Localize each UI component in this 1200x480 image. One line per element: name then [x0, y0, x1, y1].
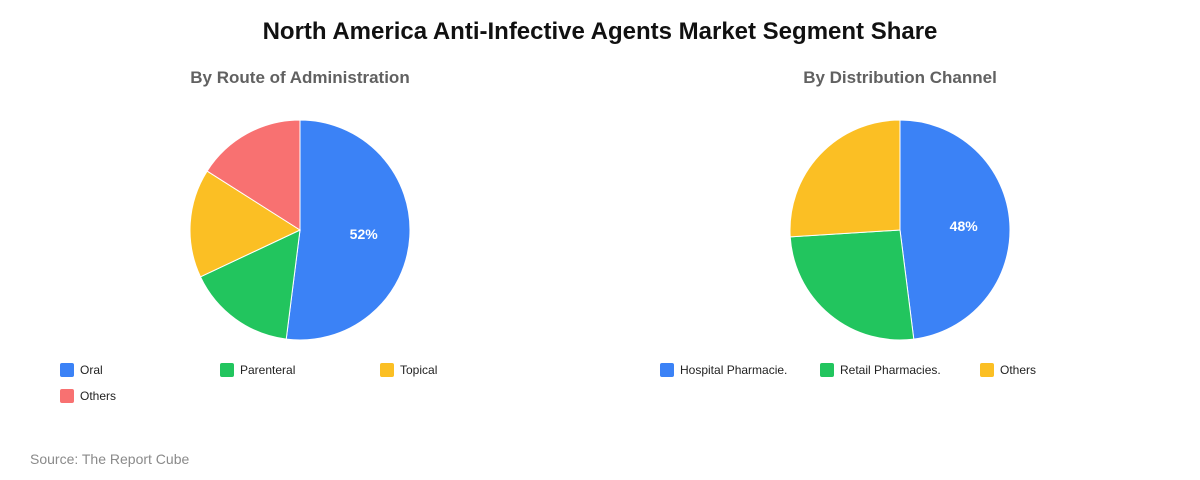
- distribution-pie: 48%: [789, 119, 1011, 341]
- legend-item-parenteral: Parenteral: [220, 362, 295, 378]
- legend-swatch: [60, 389, 74, 403]
- legend-label: Parenteral: [240, 363, 296, 377]
- pie-slice-parenteral: [199, 229, 301, 340]
- pie-slice-others: [789, 119, 901, 238]
- legend-swatch: [820, 363, 834, 377]
- slice-label-oral: 52%: [350, 226, 379, 242]
- chart-title: North America Anti-Infective Agents Mark…: [262, 18, 938, 45]
- legend-item-others: Others: [60, 388, 116, 404]
- legend-label: Retail Pharmacies.: [840, 363, 941, 377]
- source-note: Source: The Report Cube: [30, 451, 190, 467]
- legend-item-hospital-pharmacie: Hospital Pharmacie.: [660, 362, 787, 378]
- legend-item-topical: Topical: [380, 362, 437, 378]
- legend-swatch: [980, 363, 994, 377]
- legend-label: Oral: [80, 363, 103, 377]
- pie-slice-topical: [189, 170, 302, 278]
- pie-slice-hospital-pharmacie: [899, 119, 1011, 340]
- pie-slice-oral: [285, 119, 411, 341]
- pie-slice-retail-pharmacies: [789, 229, 915, 341]
- distribution-channel-chart: By Distribution Channel 48% Hospital Pha…: [600, 60, 1200, 420]
- legend-label: Topical: [400, 363, 438, 377]
- legend-label: Others: [80, 389, 117, 403]
- legend-swatch: [380, 363, 394, 377]
- legend-label: Others: [1000, 363, 1037, 377]
- legend-item-others: Others: [980, 362, 1036, 378]
- slice-label-hospital-pharmacie: 48%: [950, 218, 979, 234]
- legend-swatch: [660, 363, 674, 377]
- legend-swatch: [220, 363, 234, 377]
- route-chart-subtitle: By Route of Administration: [190, 68, 410, 87]
- route-pie: 52%: [189, 119, 411, 341]
- legend-swatch: [60, 363, 74, 377]
- distribution-chart-subtitle: By Distribution Channel: [803, 68, 997, 87]
- legend-item-retail-pharmacies: Retail Pharmacies.: [820, 362, 941, 378]
- route-of-administration-chart: By Route of Administration 52% Oral Paren…: [0, 60, 600, 420]
- pie-slice-others: [206, 119, 301, 231]
- legend-item-oral: Oral: [60, 362, 103, 378]
- legend-label: Hospital Pharmacie.: [680, 363, 788, 377]
